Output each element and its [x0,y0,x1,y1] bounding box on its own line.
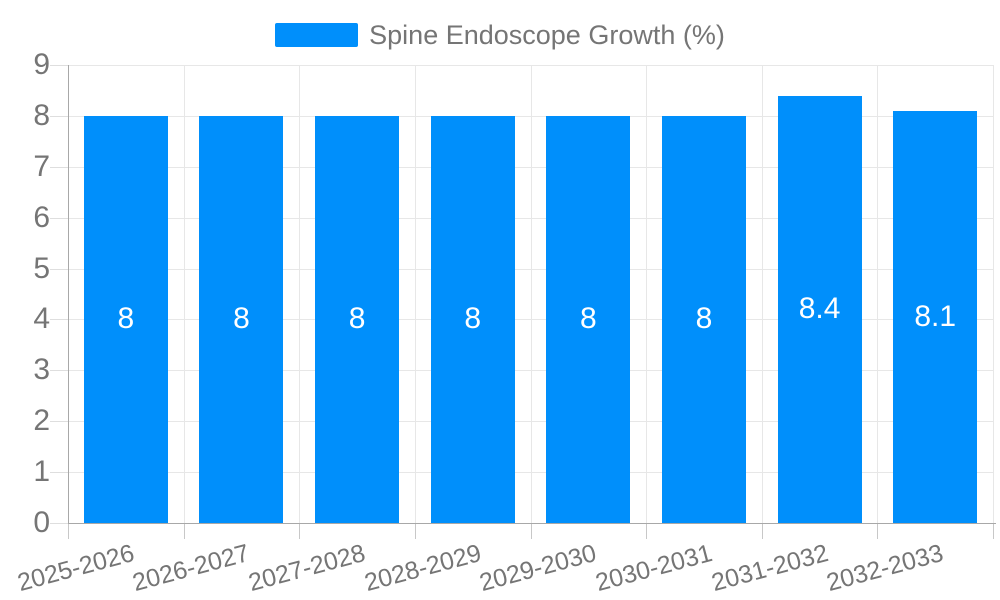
bar-2026-2027[interactable] [199,115,284,523]
bar-value-label: 8 [695,302,713,336]
x-axis-tick [68,523,69,539]
y-axis-tick [50,472,68,474]
gridline-vertical [183,65,185,523]
y-axis-label: 3 [33,353,50,387]
y-axis-tick [50,523,68,524]
bar-2028-2029[interactable] [430,115,515,523]
x-axis-tick [877,523,879,539]
gridline-vertical [761,65,763,523]
bar-2027-2028[interactable] [315,115,400,523]
bar-value-label: 8.1 [914,299,957,333]
bar-value-label: 8.4 [798,292,841,326]
x-axis-tick [183,523,185,539]
bar-value-label: 8 [464,302,482,336]
bar-value-label: 8 [348,302,366,336]
y-axis-label: 1 [33,455,50,489]
gridline-vertical [877,65,879,523]
y-axis-tick [50,421,68,423]
x-axis-line [68,523,996,524]
y-axis-label: 2 [33,404,50,438]
y-axis-tick [50,268,68,270]
y-axis-label: 9 [33,48,50,81]
x-axis-tick [993,523,994,539]
bar-value-label: 8 [579,302,597,336]
gridline-vertical [530,65,532,523]
y-axis-tick [50,115,68,117]
gridline-vertical [993,65,994,523]
x-axis-tick [299,523,301,539]
bar-value-label: 8 [233,302,250,336]
y-axis-tick [50,217,68,219]
bar-2032-2033[interactable] [893,110,978,523]
gridline-vertical [646,65,648,523]
y-axis-tick [50,319,68,321]
y-axis-label: 7 [33,149,50,183]
bar-2030-2031[interactable] [661,115,746,523]
y-axis-tick [50,65,68,66]
y-axis-label: 0 [33,506,50,539]
y-axis-tick [50,370,68,372]
legend[interactable]: Spine Endoscope Growth (%) [0,20,1000,50]
legend-label: Spine Endoscope Growth (%) [369,20,725,50]
bar-2029-2030[interactable] [546,115,631,523]
gridline-vertical [299,65,301,523]
y-axis-label: 5 [33,251,50,285]
y-axis-label: 8 [33,98,50,132]
y-axis-tick [50,166,68,168]
y-axis-label: 4 [33,302,50,336]
y-axis-line [68,65,69,523]
bar-2031-2032[interactable] [777,95,862,523]
y-axis-label: 6 [33,200,50,234]
gridline-vertical [414,65,416,523]
legend-swatch [275,23,359,47]
x-axis-tick [414,523,416,539]
bar-value-label: 8 [117,302,135,336]
bar-2025-2026[interactable] [83,115,168,523]
x-axis-tick [530,523,532,539]
x-axis-tick [761,523,763,539]
x-axis-tick [646,523,648,539]
